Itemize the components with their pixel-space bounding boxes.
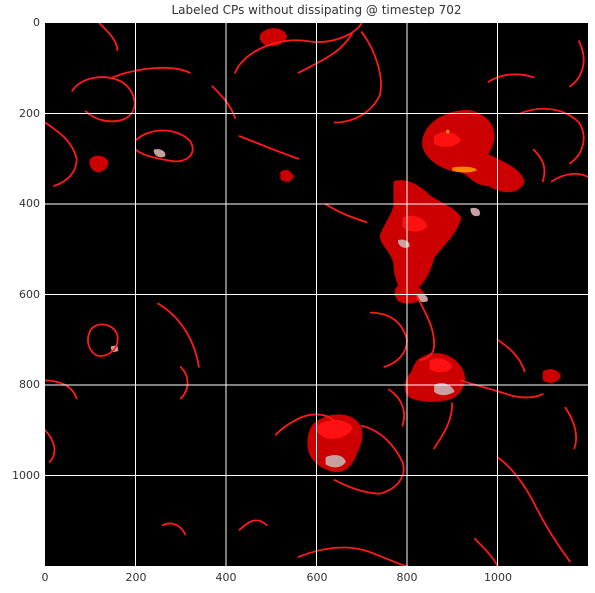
labeled-cp-image — [45, 23, 588, 566]
x-tick-label: 200 — [125, 571, 147, 584]
outline-boundaries — [45, 23, 588, 566]
region-small-2 — [280, 169, 294, 182]
y-tick-label: 200 — [19, 107, 40, 120]
region-right-small — [542, 369, 561, 383]
y-tick-label: 0 — [33, 16, 40, 29]
y-tick-label: 800 — [19, 378, 40, 391]
y-tick-label: 600 — [19, 288, 40, 301]
region-center — [379, 180, 462, 295]
grid-lines — [45, 23, 588, 566]
x-tick-label: 800 — [396, 571, 418, 584]
image-panel — [45, 23, 588, 566]
region-left-small — [89, 155, 109, 173]
x-tick-label: 0 — [41, 571, 49, 584]
x-tick-label: 400 — [215, 571, 237, 584]
bright-regions — [315, 132, 462, 439]
y-tick-label: 400 — [19, 197, 40, 210]
orange-highlights — [445, 129, 478, 173]
x-tick-label: 1000 — [484, 571, 512, 584]
y-tick-label: 1000 — [12, 469, 40, 482]
image-title: Labeled CPs without dissipating @ timest… — [171, 3, 462, 17]
x-tick-label: 600 — [306, 571, 328, 584]
